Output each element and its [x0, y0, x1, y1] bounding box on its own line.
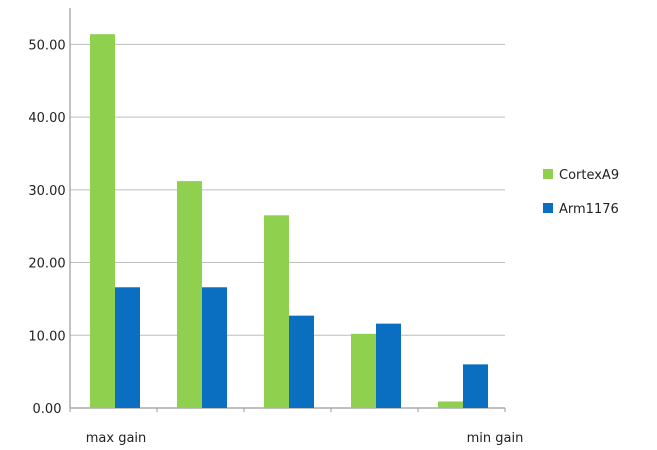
legend-swatch-arm1176	[543, 203, 553, 213]
bar-cortexa9	[351, 333, 376, 408]
gridlines	[70, 43, 505, 336]
y-tick-labels: 0.00 10.00 20.00 30.00 40.00 50.00	[28, 38, 65, 417]
bar-cortexa9	[90, 34, 115, 408]
legend-swatch-cortexa9	[543, 169, 553, 179]
bar-cortexa9	[264, 215, 289, 408]
bar-cortexa9	[177, 181, 202, 408]
y-tick-label: 50.00	[28, 38, 65, 53]
y-tick-label: 10.00	[28, 329, 65, 344]
y-tick-label: 40.00	[28, 111, 65, 126]
bar-arm1176	[376, 323, 401, 408]
legend-label-arm1176: Arm1176	[559, 202, 619, 217]
x-category-labels: max gain min gain	[86, 431, 524, 446]
legend-label-cortexa9: CortexA9	[559, 168, 619, 183]
y-tick-label: 30.00	[28, 184, 65, 199]
bars	[90, 34, 488, 408]
bar-arm1176	[289, 315, 314, 408]
bar-cortexa9	[438, 401, 463, 408]
y-tick-label: 0.00	[33, 402, 62, 417]
y-tick-label: 20.00	[28, 257, 65, 272]
x-category-label: min gain	[467, 431, 524, 446]
x-category-label: max gain	[86, 431, 147, 446]
bar-arm1176	[463, 364, 488, 408]
legend: CortexA9 Arm1176	[543, 168, 619, 217]
bar-arm1176	[202, 287, 227, 408]
bar-arm1176	[115, 287, 140, 408]
